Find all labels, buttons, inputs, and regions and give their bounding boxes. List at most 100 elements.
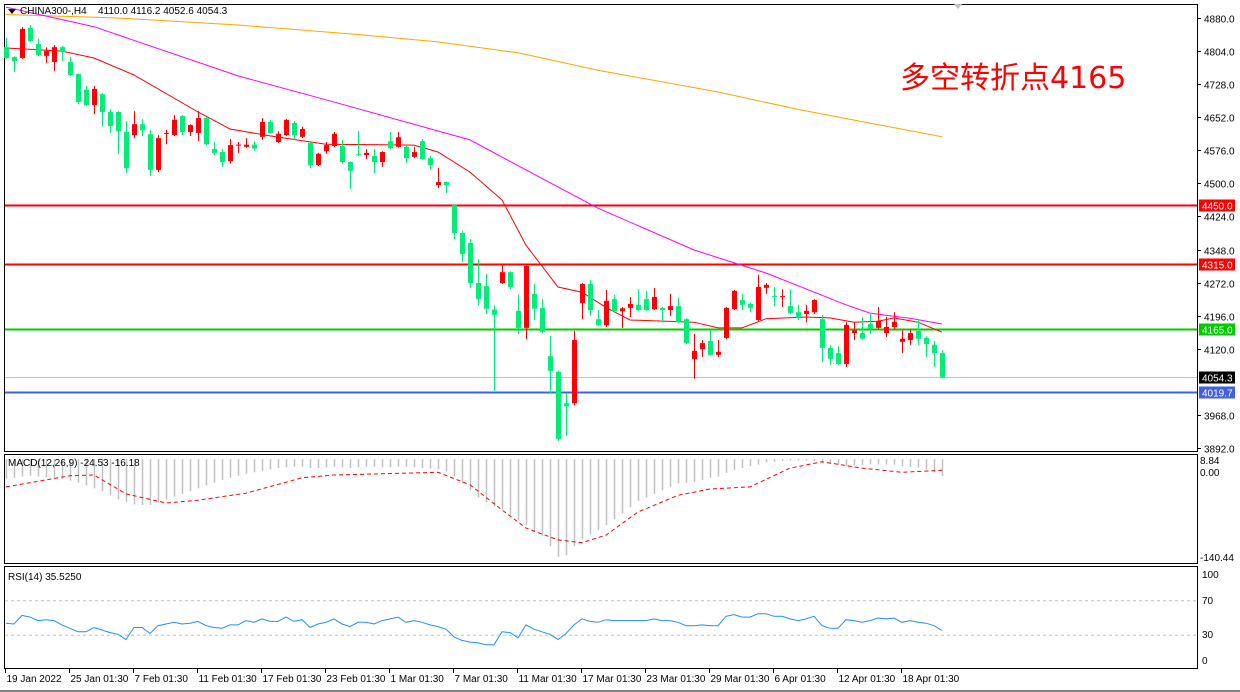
rsi-label: RSI(14) 35.5250 [8, 572, 82, 583]
price-tag-text: 4054.3 [1202, 374, 1233, 385]
time-tick-label: 1 Mar 01:30 [391, 674, 445, 685]
candle [580, 283, 585, 320]
candle-body [628, 303, 633, 308]
candle [380, 151, 385, 167]
moving-average-ma_mid [5, 6, 943, 325]
candle-body [716, 351, 721, 355]
candle-body [612, 299, 617, 312]
candle [252, 141, 257, 151]
candle-body [868, 323, 873, 329]
candle [244, 138, 249, 148]
candle-body [924, 337, 929, 344]
candle [644, 290, 649, 311]
time-axis[interactable]: 19 Jan 2022 25 Jan 01:30 7 Feb 01:30 11 Feb… [5, 668, 960, 685]
moving-averages [5, 6, 943, 333]
candle [92, 85, 97, 115]
candle [868, 313, 873, 334]
candle-body [676, 306, 681, 323]
candle-body [916, 330, 921, 339]
candle-body [260, 122, 265, 137]
candle [468, 239, 473, 288]
candle-body [428, 158, 433, 166]
candle-body [796, 312, 801, 318]
candle [20, 27, 25, 59]
candle-body [668, 306, 673, 311]
candle [164, 129, 169, 145]
rsi-tick-label: 70 [1202, 596, 1214, 607]
candle [604, 290, 609, 328]
collapse-triangle-icon[interactable] [8, 9, 16, 14]
candle [940, 350, 945, 379]
candle [620, 306, 625, 328]
candle-body [828, 347, 833, 359]
candle [388, 132, 393, 150]
candle [900, 330, 905, 354]
ohlc-readout: 4110.0 4116.2 4052.6 4054.3 [98, 6, 228, 17]
candles [4, 24, 945, 442]
candle-body [404, 146, 409, 159]
candle [300, 126, 305, 139]
candle [284, 118, 289, 136]
candle-body [892, 321, 897, 328]
price-tick-label: 4272.0 [1204, 280, 1235, 291]
candle [892, 312, 897, 331]
candle-body [524, 266, 529, 328]
candle [772, 286, 777, 307]
candle-body [596, 319, 601, 326]
rsi-tick-label: 100 [1202, 570, 1219, 581]
candle-body [164, 132, 169, 134]
price-tag-bg [1199, 199, 1235, 212]
candle-body [20, 28, 25, 59]
price-tag-bg [1199, 386, 1235, 399]
candle [828, 344, 833, 365]
macd-tick-label: 0.00 [1200, 468, 1220, 479]
candle-body [100, 94, 105, 113]
price-tick-label: 4196.0 [1204, 313, 1235, 324]
candle [876, 306, 881, 329]
candle [924, 336, 929, 358]
candle-body [756, 286, 761, 321]
candle [796, 304, 801, 321]
candle [156, 135, 161, 173]
candle [116, 111, 121, 154]
candle [684, 318, 689, 344]
candle-body [516, 310, 521, 328]
candle [276, 131, 281, 143]
rsi-tick-label: 30 [1202, 630, 1214, 641]
candle [916, 320, 921, 345]
candle [180, 115, 185, 136]
candle [836, 346, 841, 365]
candle [500, 265, 505, 284]
candle-body [436, 182, 441, 186]
candle [204, 117, 209, 146]
candle [740, 293, 745, 311]
candle [732, 290, 737, 311]
price-tag-text: 4165.0 [1202, 326, 1233, 337]
chart-shift-marker-icon[interactable] [954, 4, 962, 9]
candle-body [476, 283, 481, 300]
time-tick-label: 23 Mar 01:30 [647, 674, 706, 685]
candle [716, 340, 721, 358]
macd-tick-label: 8.84 [1200, 456, 1220, 467]
price-tag-bg [1199, 258, 1235, 271]
candle [76, 73, 81, 105]
candle [124, 121, 129, 173]
time-tick-label: 11 Mar 01:30 [519, 674, 578, 685]
price-tag-4054.3: 4054.3 [1199, 371, 1235, 385]
candle-body [364, 152, 369, 156]
candle [628, 296, 633, 317]
candle-body [252, 144, 257, 149]
candle-body [60, 47, 65, 52]
time-tick-label: 25 Jan 01:30 [71, 674, 129, 685]
price-axis[interactable]: 4880.0 4804.0 4728.0 4652.0 4576.0 4500.0 4424… [1197, 15, 1235, 668]
candle [212, 142, 217, 156]
candle [612, 294, 617, 313]
time-tick-label: 11 Feb 01:30 [199, 674, 258, 685]
candle [652, 287, 657, 311]
candle [540, 299, 545, 334]
candle-body [124, 132, 129, 169]
candle-body [508, 272, 513, 287]
candle-body [76, 74, 81, 102]
candle [84, 85, 89, 106]
